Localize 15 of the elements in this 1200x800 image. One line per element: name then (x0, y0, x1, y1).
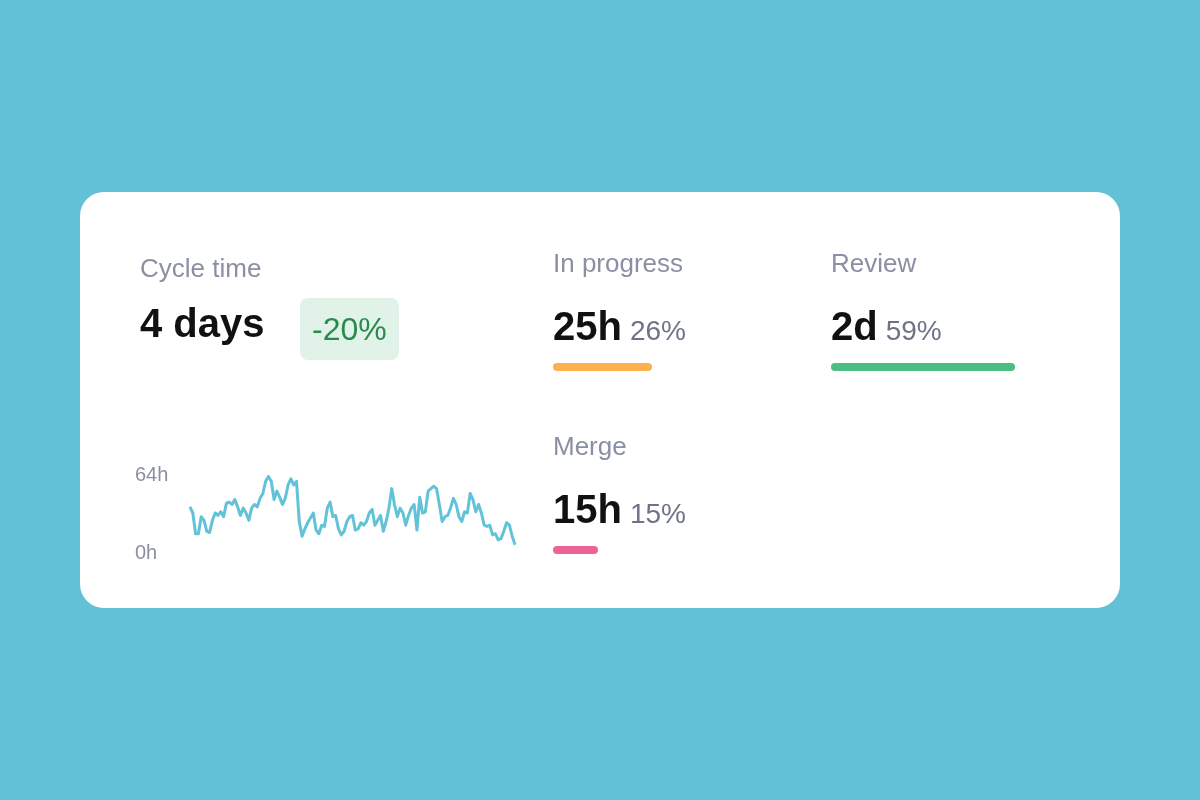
text: 15h (553, 487, 622, 531)
text: 26% (629, 315, 686, 346)
y-tick-label: 0h (135, 541, 158, 563)
text: 15% (629, 498, 686, 529)
text: 2d (831, 304, 878, 348)
chart-title: Cycle time (140, 253, 262, 283)
y-tick-label: 64h (135, 463, 169, 485)
text: -20% (300, 298, 399, 360)
line-series (188, 474, 517, 547)
text: Review (831, 248, 917, 279)
text: 25h (553, 304, 622, 348)
text: 59% (885, 315, 942, 346)
text: Merge (553, 431, 627, 462)
text: In progress (553, 248, 684, 279)
chart-subtitle: 4 days (140, 301, 265, 345)
